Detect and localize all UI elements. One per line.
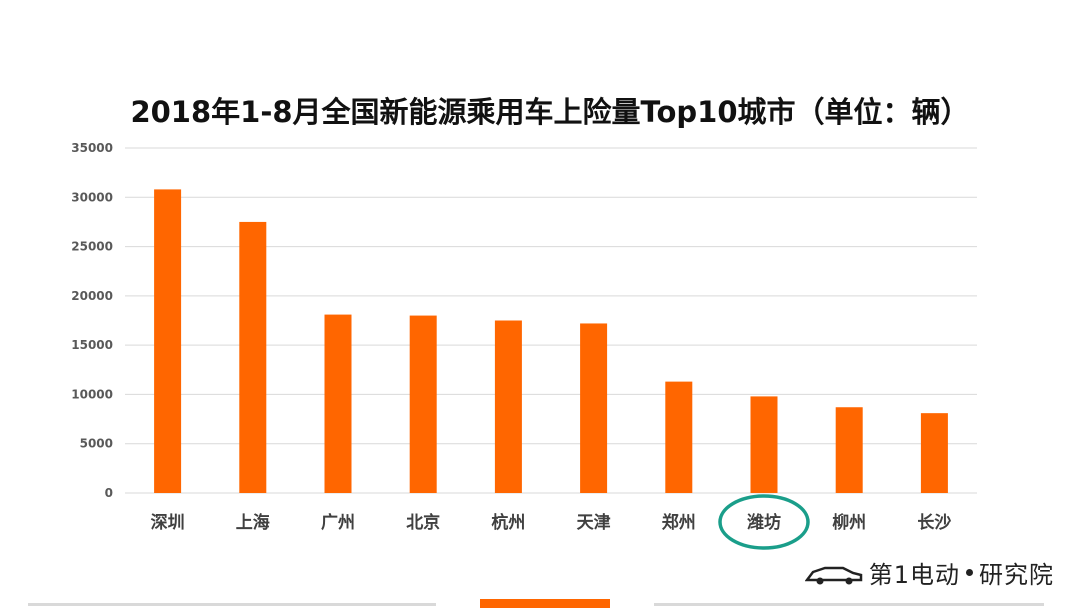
footer-line-right bbox=[654, 603, 1044, 606]
bar bbox=[409, 315, 437, 493]
x-category-label: 上海 bbox=[236, 512, 270, 533]
bar bbox=[750, 396, 778, 493]
gridlines bbox=[125, 147, 977, 494]
footer-line-left bbox=[28, 603, 436, 606]
y-tick-label: 0 bbox=[105, 486, 113, 500]
highlight-circle bbox=[718, 494, 810, 550]
y-tick-label: 5000 bbox=[80, 437, 113, 451]
x-category-label: 潍坊 bbox=[747, 512, 781, 533]
brand-logo-text: 第1电动 bbox=[868, 561, 960, 589]
brand-separator-dot bbox=[966, 569, 973, 576]
x-category-label: 深圳 bbox=[151, 512, 185, 533]
x-category-label: 长沙 bbox=[917, 512, 951, 533]
bar bbox=[920, 413, 948, 493]
brand-suffix: 研究院 bbox=[979, 561, 1054, 589]
bar bbox=[239, 221, 267, 493]
bars bbox=[154, 189, 948, 493]
brand-logo: 第1电动 研究院 bbox=[804, 555, 1054, 590]
bar bbox=[580, 323, 608, 493]
x-axis-categories: 深圳 上海 广州 北京 杭州 天津 郑州 潍坊 柳州 长沙 bbox=[151, 512, 952, 533]
y-axis-ticks: 0 5000 10000 15000 20000 25000 30000 35000 bbox=[71, 141, 113, 500]
highlight-annotations bbox=[718, 494, 810, 550]
y-tick-label: 20000 bbox=[71, 289, 113, 303]
footer-accent-bar bbox=[480, 599, 610, 608]
y-tick-label: 30000 bbox=[71, 190, 113, 204]
car-icon bbox=[804, 566, 862, 584]
x-category-label: 北京 bbox=[406, 512, 440, 533]
x-category-label: 广州 bbox=[321, 512, 355, 533]
bar bbox=[154, 189, 182, 493]
y-tick-label: 15000 bbox=[71, 338, 113, 352]
bar bbox=[835, 407, 863, 493]
y-tick-label: 10000 bbox=[71, 387, 113, 401]
bar bbox=[324, 314, 352, 493]
bar bbox=[665, 381, 693, 493]
y-tick-label: 25000 bbox=[71, 240, 113, 254]
y-tick-label: 35000 bbox=[71, 141, 113, 155]
x-category-label: 柳州 bbox=[832, 512, 866, 533]
x-category-label: 杭州 bbox=[491, 512, 525, 533]
x-category-label: 郑州 bbox=[662, 512, 696, 533]
x-category-label: 天津 bbox=[577, 512, 611, 533]
bar bbox=[494, 320, 522, 493]
chart-title: 2018年1-8月全国新能源乘用车上险量Top10城市（单位：辆） bbox=[130, 95, 969, 129]
